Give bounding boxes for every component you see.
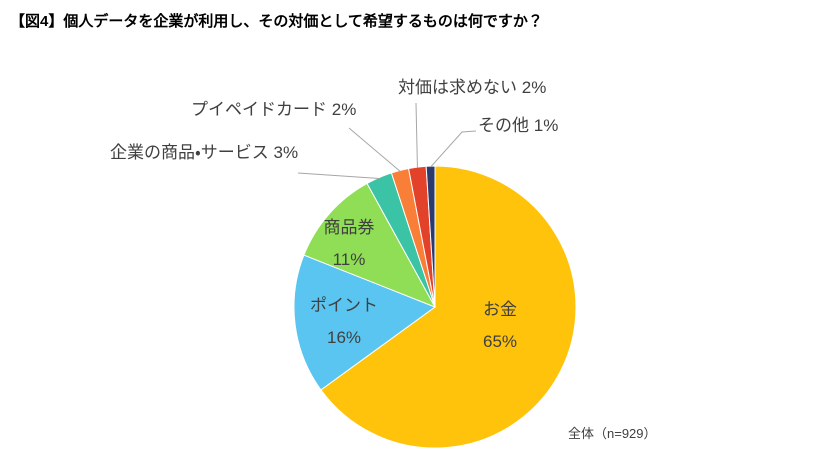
callout-label-prepaid-card-pct: 2% [331,100,357,119]
data-label-money-pct: 65% [482,332,518,351]
callout-label-company-products-name: 企業の商品・サービス [110,143,269,162]
leader-line-company-products [297,172,380,180]
data-label-points-name: ポイント [310,296,378,315]
data-label-money-name: お金 [483,300,517,319]
pie-slice-gift-certificate [303,182,437,308]
callout-label-other-pct: 1% [533,116,559,135]
leader-line-prepaid-card [348,127,401,172]
data-label-points-pct: 16% [326,328,362,347]
sample-size-note: 全体（n=929） [568,426,657,441]
callout-label-prepaid-card: プイペイドカード 2% [191,100,356,119]
callout-label-company-products: 企業の商品・サービス 3% [110,143,298,162]
data-label-points: ポイント 16% [289,290,399,354]
callout-label-other: その他 1% [478,116,558,135]
data-label-gift-certificate-name: 商品券 [323,218,375,237]
data-label-gift-certificate: 商品券 11% [294,212,404,276]
callout-label-company-products-pct: 3% [273,143,299,162]
callout-label-no-compensation: 対価は求めない 2% [398,78,546,97]
data-label-money: お金 65% [445,294,555,358]
callout-label-no-compensation-pct: 2% [521,78,547,97]
callout-label-no-compensation-name: 対価は求めない [398,78,517,97]
chart-title: 【図4】個人データを企業が利用し、その対価として希望するものは何ですか？ [10,13,543,30]
pie-slice-money [320,165,577,449]
data-label-gift-certificate-pct: 11% [332,250,366,269]
leader-line-no-compensation [415,102,418,169]
callout-label-prepaid-card-name: プイペイドカード [191,100,327,119]
pie-slice-other [425,165,436,308]
pie-slice-points [293,254,437,391]
callout-label-other-name: その他 [478,116,529,135]
leader-line-other [430,130,477,168]
